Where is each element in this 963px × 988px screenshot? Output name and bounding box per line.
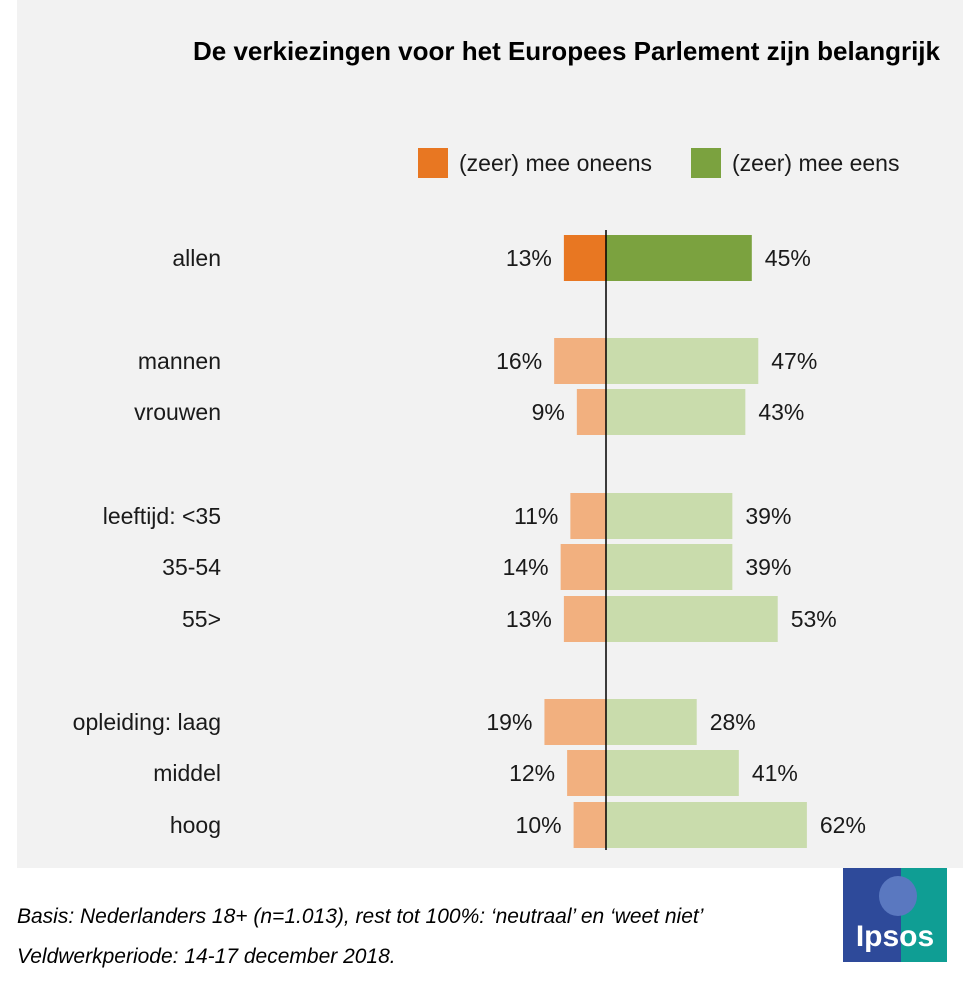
bar-disagree-1 (554, 338, 606, 384)
bar-agree-4 (606, 544, 733, 590)
legend-swatch-agree (691, 148, 721, 178)
category-label-4: 35-54 (162, 554, 221, 580)
legend-label-agree: (zeer) mee eens (732, 150, 899, 176)
bar-disagree-5 (563, 596, 606, 642)
value-label-disagree-2: 9% (532, 399, 565, 425)
category-label-5: 55> (182, 606, 221, 632)
category-label-0: allen (172, 245, 221, 271)
legend-label-disagree: (zeer) mee oneens (459, 150, 652, 176)
value-label-disagree-3: 11% (514, 503, 558, 529)
bar-agree-8 (606, 802, 807, 848)
value-label-disagree-0: 13% (506, 245, 552, 271)
value-label-disagree-5: 13% (506, 606, 552, 632)
category-label-8: hoog (170, 812, 221, 838)
ipsos-logo: Ipsos (843, 868, 947, 962)
category-label-1: mannen (138, 348, 221, 374)
value-label-disagree-1: 16% (496, 348, 542, 374)
legend-swatch-disagree (418, 148, 448, 178)
category-label-7: middel (153, 760, 221, 786)
bar-agree-1 (606, 338, 759, 384)
chart-panel: De verkiezingen voor het Europees Parlem… (17, 0, 963, 868)
bar-disagree-7 (567, 750, 606, 796)
bar-disagree-6 (544, 699, 606, 745)
bar-agree-7 (606, 750, 739, 796)
bar-disagree-0 (563, 235, 606, 281)
category-label-6: opleiding: laag (73, 709, 221, 735)
bar-agree-3 (606, 493, 733, 539)
chart-title: De verkiezingen voor het Europees Parlem… (192, 36, 940, 66)
bar-disagree-4 (560, 544, 606, 590)
bar-agree-5 (606, 596, 778, 642)
value-label-disagree-6: 19% (486, 709, 532, 735)
value-label-agree-1: 47% (771, 348, 817, 374)
bar-agree-0 (606, 235, 752, 281)
value-label-agree-8: 62% (820, 812, 866, 838)
value-label-disagree-7: 12% (509, 760, 555, 786)
value-label-agree-7: 41% (752, 760, 798, 786)
footnote-basis: Basis: Nederlanders 18+ (n=1.013), rest … (17, 905, 704, 928)
value-label-agree-2: 43% (758, 399, 804, 425)
category-label-2: vrouwen (134, 399, 221, 425)
value-label-agree-4: 39% (745, 554, 791, 580)
category-label-3: leeftijd: <35 (103, 503, 221, 529)
value-label-disagree-4: 14% (503, 554, 549, 580)
logo-text: Ipsos (855, 920, 935, 953)
bar-disagree-3 (570, 493, 606, 539)
bar-agree-6 (606, 699, 697, 745)
value-label-agree-3: 39% (745, 503, 791, 529)
bar-disagree-8 (573, 802, 606, 848)
value-label-agree-5: 53% (791, 606, 837, 632)
footnote-fieldwork: Veldwerkperiode: 14-17 december 2018. (17, 945, 396, 968)
value-label-agree-6: 28% (710, 709, 756, 735)
diverging-bar-chart: (zeer) mee oneens (zeer) mee eens allen 13%… (73, 148, 899, 850)
bar-agree-2 (606, 389, 746, 435)
bar-disagree-2 (576, 389, 606, 435)
value-label-agree-0: 45% (765, 245, 811, 271)
value-label-disagree-8: 10% (516, 812, 562, 838)
